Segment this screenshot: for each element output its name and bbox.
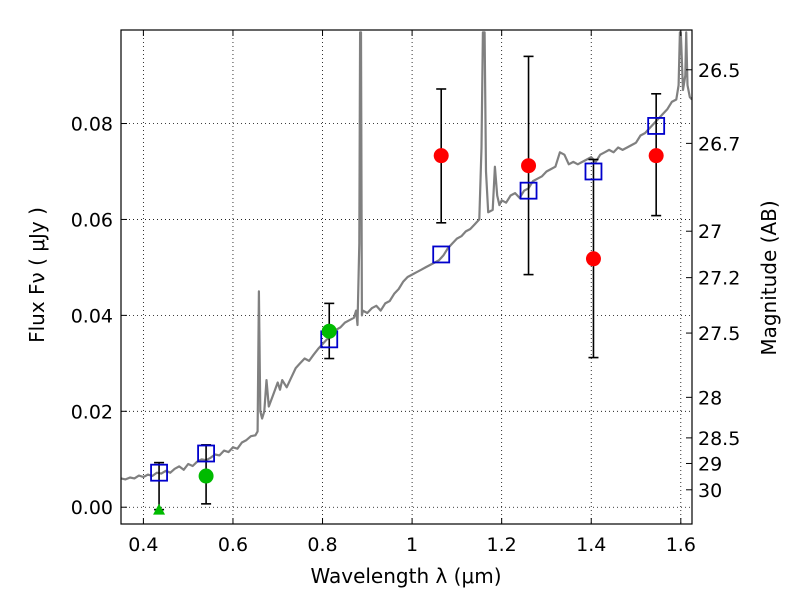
y2-tick-label: 28 — [698, 387, 722, 409]
y2-axis: 26.5 26.7 27 27.2 27.5 28 28.5 29 30 — [686, 60, 740, 502]
observed-green-marker — [321, 323, 337, 339]
y-axis: 0.00 0.02 0.04 0.06 0.08 — [71, 114, 127, 519]
observed-green-marker — [198, 468, 214, 484]
x-tick-label: 0.6 — [218, 534, 248, 556]
y-tick-label: 0.02 — [71, 401, 113, 423]
x-tick-label: 0.4 — [128, 534, 158, 556]
y-tick-label: 0.06 — [71, 209, 113, 231]
x-axis: 0.4 0.6 0.8 1 1.2 1.4 1.6 — [128, 30, 696, 556]
y2-tick-label: 30 — [698, 480, 722, 502]
observed-red-marker — [521, 158, 537, 174]
y2-tick-label: 26.7 — [698, 133, 740, 155]
y-tick-label: 0.00 — [71, 497, 113, 519]
markers — [150, 117, 666, 515]
spectrum-layer — [121, 31, 692, 481]
spectrum-line — [121, 31, 692, 481]
model-photometry-marker — [519, 181, 538, 200]
observed-red-marker — [433, 148, 449, 164]
y-tick-label: 0.04 — [71, 305, 113, 327]
x-tick-label: 1.6 — [666, 534, 696, 556]
x-axis-label: Wavelength λ (μm) — [310, 564, 501, 588]
observed-red-marker — [585, 251, 601, 267]
model-photometry-marker — [584, 162, 603, 181]
observed-red-marker — [648, 148, 664, 164]
x-tick-label: 1.4 — [576, 534, 606, 556]
y2-tick-label: 27.2 — [698, 268, 740, 290]
y-axis-label: Flux Fν ( μJy ) — [25, 207, 49, 343]
x-tick-label: 0.8 — [307, 534, 337, 556]
y-tick-label: 0.08 — [71, 114, 113, 136]
plot-frame — [120, 29, 693, 525]
model-photometry-marker — [150, 463, 168, 482]
y2-tick-label: 27 — [698, 221, 722, 243]
upper-limit-marker — [153, 503, 166, 515]
y2-axis-label: Magnitude (AB) — [757, 200, 781, 355]
model-photometry-marker — [432, 245, 451, 264]
model-photometry-marker — [647, 117, 666, 135]
y2-tick-label: 28.5 — [698, 428, 740, 450]
x-tick-label: 1.2 — [487, 534, 517, 556]
model-photometry-marker — [197, 444, 215, 463]
y2-tick-label: 26.5 — [698, 60, 740, 82]
error-bars — [154, 55, 662, 511]
y2-tick-label: 29 — [698, 453, 722, 475]
x-tick-label: 1 — [406, 534, 418, 556]
y2-tick-label: 27.5 — [698, 323, 740, 345]
